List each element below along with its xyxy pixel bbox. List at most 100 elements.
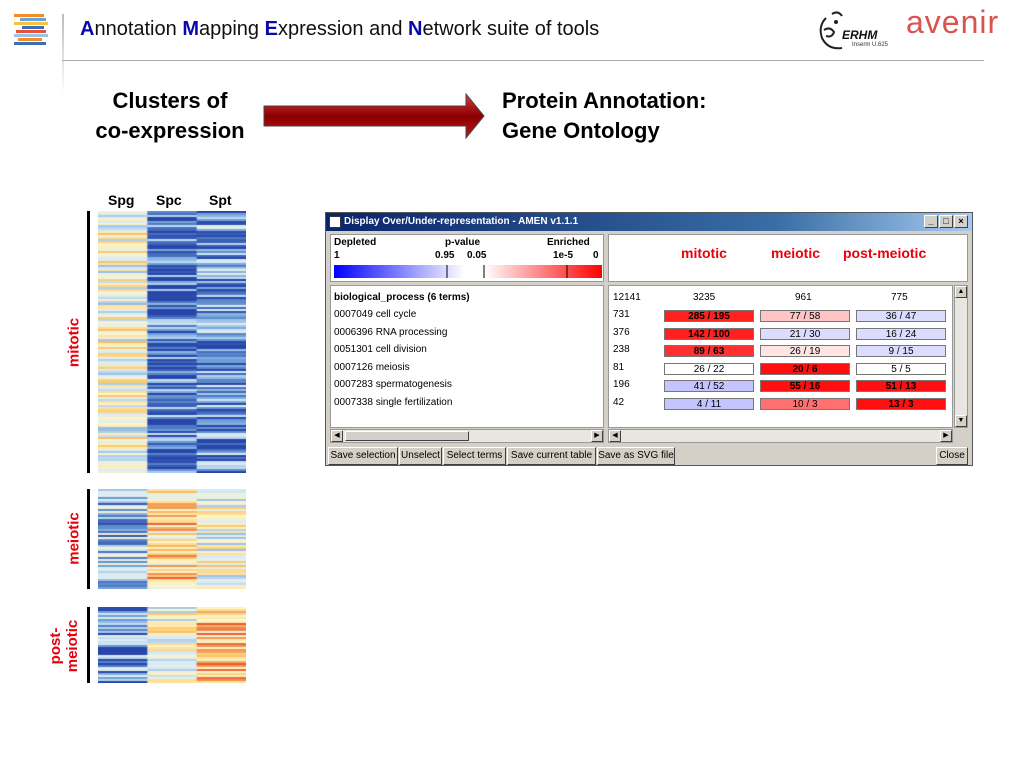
save-selection-button[interactable]: Save selection: [328, 447, 398, 465]
cluster-bracket-post-meiotic: [87, 607, 90, 683]
data-row[interactable]: 376 142 / 100 21 / 30 16 / 24: [609, 327, 954, 341]
cluster-label-meiotic: meiotic: [65, 512, 83, 565]
heatmap-meiotic: [98, 489, 246, 589]
maximize-button[interactable]: □: [939, 215, 953, 228]
term-row[interactable]: 0051301 cell division: [334, 344, 427, 355]
clusters-heading-line1: Clusters of: [112, 88, 228, 113]
avenir-logo: avenir: [906, 4, 1000, 40]
term-gene-count: 42: [613, 396, 625, 408]
data-row[interactable]: 196 41 / 52 55 / 16 51 / 13: [609, 379, 954, 393]
terms-horizontal-scrollbar[interactable]: ◀ ▶: [330, 429, 604, 443]
term-gene-count: 81: [613, 361, 625, 373]
header-rule: [62, 60, 984, 61]
cluster-label-post-meiotic-line1: post-: [47, 627, 64, 665]
data-row[interactable]: 238 89 / 63 26 / 19 9 / 15: [609, 344, 954, 358]
legend-tick-095: 0.95: [435, 250, 455, 261]
unselect-button[interactable]: Unselect: [399, 447, 442, 465]
totals-row: 12141 3235 961 775: [609, 292, 954, 306]
enrichment-cell[interactable]: 36 / 47: [856, 310, 946, 322]
heatmap-column-spc: Spc: [156, 192, 182, 208]
term-row[interactable]: 0007126 meiosis: [334, 361, 410, 373]
minimize-button[interactable]: _: [924, 215, 938, 228]
column-head-mitotic: mitotic: [681, 245, 727, 261]
window-title: Display Over/Under-representation - AMEN…: [344, 216, 579, 227]
enrichment-cell[interactable]: 89 / 63: [664, 345, 754, 357]
enrichment-cell[interactable]: 20 / 6: [760, 362, 850, 375]
legend-pvalue: p-value: [445, 237, 481, 248]
enrichment-cell[interactable]: 4 / 11: [664, 397, 754, 410]
term-gene-count: 731: [613, 309, 630, 320]
data-panel: 12141 3235 961 775 731 285 / 195 77 / 58 36…: [608, 285, 953, 428]
app-logo-icon: [14, 14, 50, 48]
close-window-button[interactable]: ×: [954, 215, 968, 228]
column-head-post-meiotic: post-meiotic: [843, 245, 927, 261]
select-terms-button[interactable]: Select terms: [443, 447, 506, 465]
enrichment-cell[interactable]: 16 / 24: [856, 327, 946, 340]
page-title: Annotation Mapping Expression and Networ…: [80, 18, 600, 40]
heatmap-post-meiotic: [98, 607, 246, 683]
vertical-scrollbar[interactable]: ▲ ▼: [954, 285, 968, 428]
term-row[interactable]: 0007338 single fertilization: [334, 396, 453, 408]
enrichment-cell[interactable]: 21 / 30: [760, 327, 850, 340]
total-mitotic: 3235: [693, 292, 716, 303]
heatmap-column-spg: Spg: [108, 192, 135, 208]
legend-tick-1: 1: [334, 250, 340, 261]
heatmap-column-spt: Spt: [209, 192, 232, 208]
heatmap-mitotic: [98, 211, 246, 473]
header-separator: [62, 14, 64, 94]
cluster-label-post-meiotic: post- meiotic: [47, 611, 83, 681]
scroll-right-icon[interactable]: ▶: [591, 430, 603, 442]
term-row[interactable]: 0006396 RNA processing: [334, 326, 448, 338]
terms-scroll-thumb[interactable]: [345, 431, 469, 441]
enrichment-cell[interactable]: 55 / 16: [760, 380, 850, 392]
total-all: 12141: [613, 292, 641, 303]
legend-tick-0: 0: [593, 250, 599, 261]
terms-panel: biological_process (6 terms) 0007049 cel…: [330, 285, 604, 428]
scroll-down-icon[interactable]: ▼: [955, 415, 967, 427]
enrichment-cell[interactable]: 41 / 52: [664, 380, 754, 392]
data-row[interactable]: 81 26 / 22 20 / 6 5 / 5: [609, 362, 954, 376]
enrichment-cell[interactable]: 51 / 13: [856, 380, 946, 392]
cluster-label-post-meiotic-line2: meiotic: [64, 619, 81, 673]
data-scroll-left-icon[interactable]: ◀: [609, 430, 621, 442]
data-scroll-right-icon[interactable]: ▶: [940, 430, 952, 442]
data-horizontal-scrollbar[interactable]: ◀ ▶: [608, 429, 953, 443]
data-row[interactable]: 42 4 / 11 10 / 3 13 / 3: [609, 397, 954, 411]
window-titlebar[interactable]: Display Over/Under-representation - AMEN…: [326, 213, 972, 231]
scroll-left-icon[interactable]: ◀: [331, 430, 343, 442]
terms-header: biological_process (6 terms): [334, 292, 470, 303]
cluster-label-mitotic: mitotic: [65, 317, 83, 368]
term-row[interactable]: 0007049 cell cycle: [334, 309, 417, 320]
term-gene-count: 376: [613, 326, 630, 338]
pvalue-legend: Depleted p-value Enriched 1 0.95 0.05 1e…: [330, 234, 604, 282]
cluster-bracket-mitotic: [87, 211, 90, 473]
enrichment-cell[interactable]: 5 / 5: [856, 362, 946, 375]
enrichment-cell[interactable]: 77 / 58: [760, 310, 850, 322]
protein-annotation-heading: Protein Annotation: Gene Ontology: [502, 86, 707, 146]
term-row[interactable]: 0007283 spermatogenesis: [334, 379, 452, 390]
button-bar: Save selection Unselect Select terms Sav…: [326, 445, 972, 465]
legend-tick-1e5: 1e-5: [553, 250, 574, 261]
enrichment-cell[interactable]: 285 / 195: [664, 310, 754, 322]
legend-enriched: Enriched: [547, 237, 590, 248]
close-button[interactable]: Close: [936, 447, 968, 465]
enrichment-cell[interactable]: 26 / 19: [760, 345, 850, 357]
save-current-table-button[interactable]: Save current table: [507, 447, 596, 465]
scroll-up-icon[interactable]: ▲: [955, 286, 967, 298]
data-row[interactable]: 731 285 / 195 77 / 58 36 / 47: [609, 309, 954, 323]
legend-depleted: Depleted: [334, 237, 377, 248]
enrichment-cell[interactable]: 10 / 3: [760, 397, 850, 410]
pvalue-gradient-bar: [334, 265, 602, 278]
erhm-logo-subtext: Inserm U.625: [852, 42, 889, 48]
term-gene-count: 196: [613, 379, 630, 390]
amen-window: Display Over/Under-representation - AMEN…: [325, 212, 973, 466]
enrichment-cell[interactable]: 9 / 15: [856, 345, 946, 357]
enrichment-cell[interactable]: 26 / 22: [664, 362, 754, 375]
protein-heading-line1: Protein Annotation:: [502, 88, 707, 113]
enrichment-cell[interactable]: 13 / 3: [856, 397, 946, 410]
protein-heading-line2: Gene Ontology: [502, 118, 660, 143]
enrichment-cell[interactable]: 142 / 100: [664, 327, 754, 340]
save-svg-button[interactable]: Save as SVG file: [597, 447, 675, 465]
total-meiotic: 961: [795, 292, 812, 303]
clusters-heading-line2: co-expression: [95, 118, 245, 143]
